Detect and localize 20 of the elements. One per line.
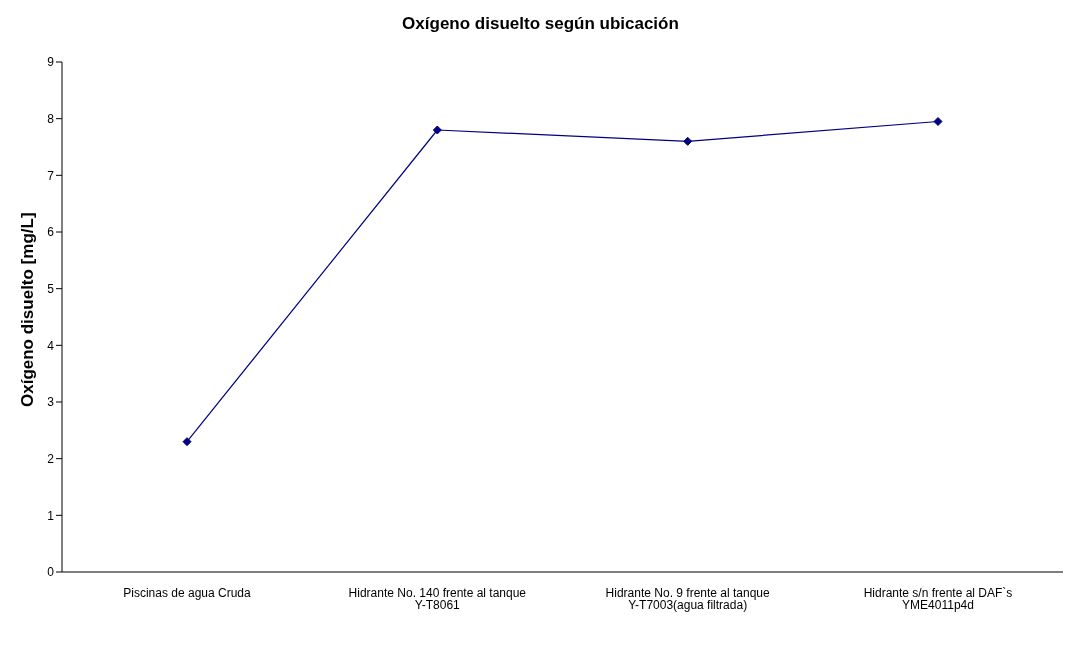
point <box>933 117 943 126</box>
point <box>432 125 442 135</box>
y-tick-label: 3 <box>47 395 55 410</box>
y-tick-label: 2 <box>47 451 55 466</box>
y-axis-title: Oxígeno disuelto [mg/L] <box>18 212 38 407</box>
y-tick-label: 6 <box>47 225 55 240</box>
y-tick-label: 7 <box>47 168 55 183</box>
point <box>683 136 693 146</box>
y-tick-label: 8 <box>47 111 55 126</box>
point <box>182 437 192 447</box>
y-tick-label: 5 <box>47 281 55 296</box>
x-tick-label: Hidrante No. 9 frente al tanque Y-T7003(agua filtrada) <box>605 585 771 612</box>
x-tick-label: Hidrante No. 140 frente al tanque Y-T8061 <box>348 585 527 612</box>
y-tick-label: 9 <box>47 55 55 70</box>
y-tick-label: 0 <box>47 565 55 580</box>
y-tick-label: 4 <box>47 338 55 353</box>
chart-title: Oxígeno disuelto según ubicación <box>401 14 680 34</box>
x-tick-label: Piscinas de agua Cruda <box>123 585 252 600</box>
y-tick-label: 1 <box>47 508 55 523</box>
x-tick-label: Hidrante s/n frente al DAF`s YME4011p4d <box>863 585 1013 612</box>
